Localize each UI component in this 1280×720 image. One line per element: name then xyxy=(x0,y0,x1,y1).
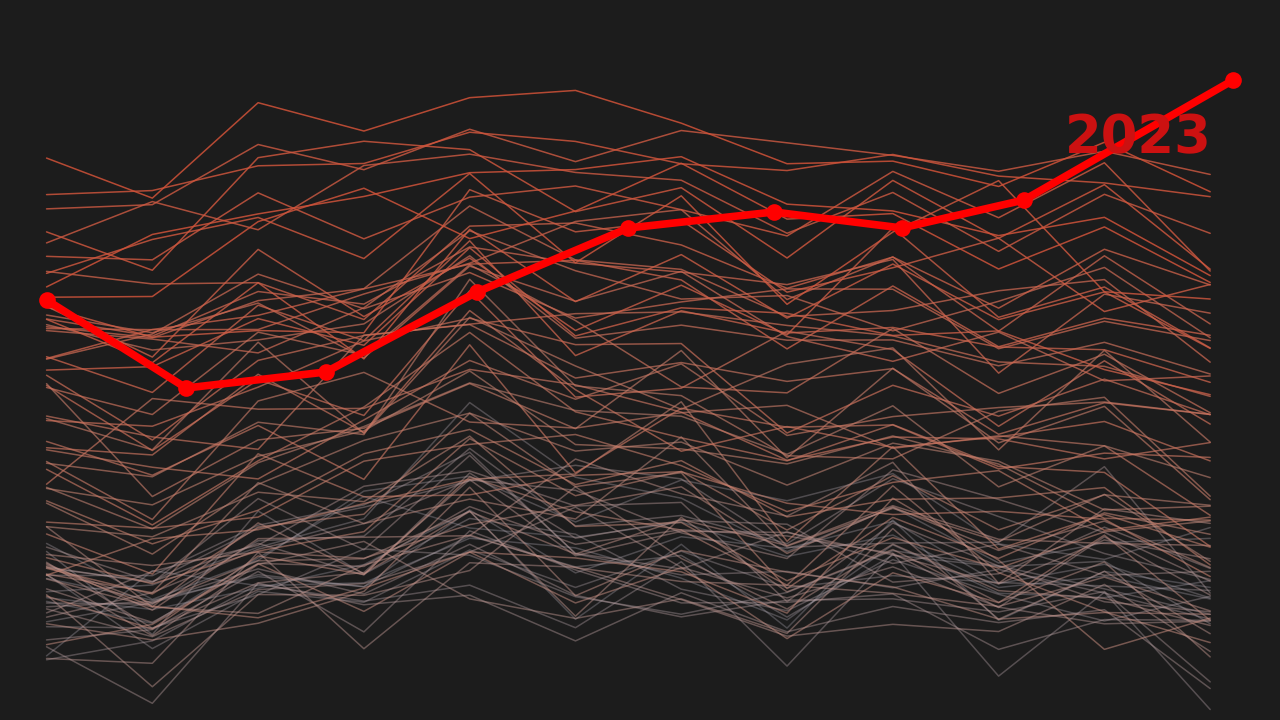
Text: 2023: 2023 xyxy=(1065,112,1212,164)
